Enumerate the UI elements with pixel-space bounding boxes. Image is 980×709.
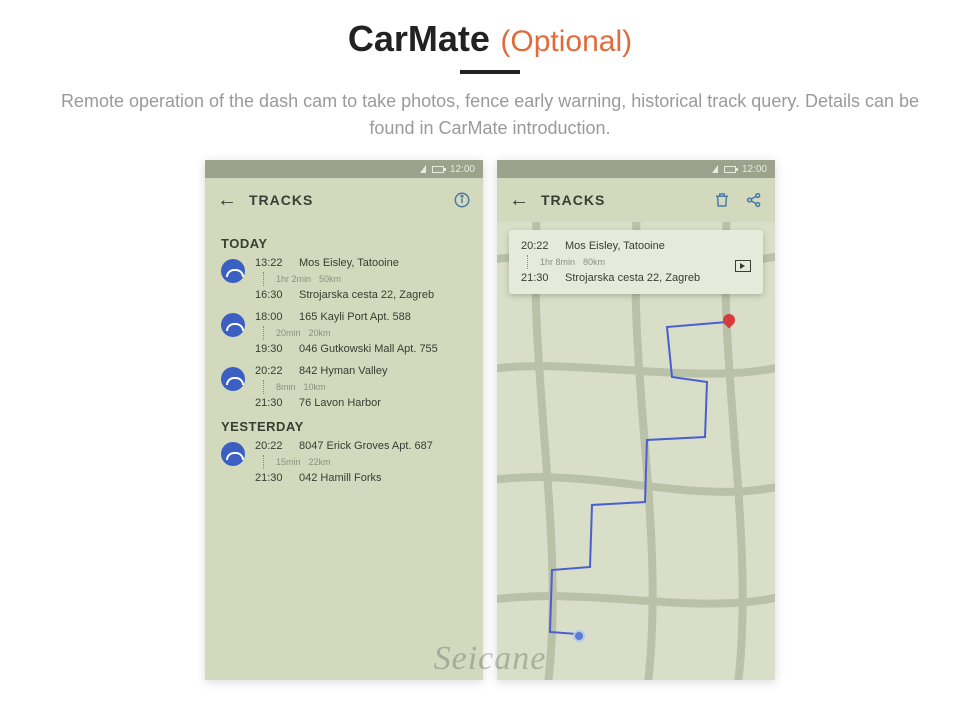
start-time: 18:00 xyxy=(255,311,291,323)
distance: 10km xyxy=(304,382,326,392)
end-time: 21:30 xyxy=(521,272,557,284)
back-icon[interactable]: ← xyxy=(509,189,529,212)
title-suffix: (Optional) xyxy=(500,25,632,58)
end-time: 16:30 xyxy=(255,289,291,301)
track-item[interactable]: 18:00 165 Kayli Port Apt. 588 20min 20km 19:… xyxy=(221,311,467,355)
battery-icon xyxy=(432,166,444,173)
end-time: 19:30 xyxy=(255,343,291,355)
signal-icon xyxy=(420,165,426,173)
end-location: 042 Hamill Forks xyxy=(299,472,467,484)
title-underline xyxy=(460,70,520,74)
page-header: CarMate (Optional) Remote operation of t… xyxy=(0,0,980,142)
app-bar: ← TRACKS xyxy=(497,178,775,222)
share-icon[interactable] xyxy=(745,191,763,209)
distance: 22km xyxy=(309,457,331,467)
status-bar: 12:00 xyxy=(205,160,483,178)
duration: 1hr 2min xyxy=(276,274,311,284)
track-item[interactable]: 20:22 842 Hyman Valley8min 10km 21:30 76 Lav… xyxy=(221,365,467,409)
start-location: Mos Eisley, Tatooine xyxy=(299,257,467,269)
battery-icon xyxy=(724,166,736,173)
map-pin-origin xyxy=(573,630,585,642)
signal-icon xyxy=(712,165,718,173)
start-location: 8047 Erick Groves Apt. 687 xyxy=(299,440,467,452)
distance: 80km xyxy=(583,257,605,267)
delete-icon[interactable] xyxy=(713,191,731,209)
title-main: CarMate xyxy=(348,18,490,59)
status-bar: 12:00 xyxy=(497,160,775,178)
info-icon[interactable] xyxy=(453,191,471,209)
route-icon xyxy=(221,313,245,337)
track-item[interactable]: 20:22 8047 Erick Groves Apt. 687 15min 22km… xyxy=(221,440,467,484)
start-time: 20:22 xyxy=(521,240,557,252)
route-icon xyxy=(221,259,245,283)
end-location: 76 Lavon Harbor xyxy=(299,397,467,409)
duration: 1hr 8min xyxy=(540,257,575,267)
duration: 20min xyxy=(276,328,301,338)
start-location: Mos Eisley, Tatooine xyxy=(565,240,751,252)
phone-tracks-map: 12:00 ← TRACKS 20:22 Mos Eisley, Tatooin… xyxy=(497,160,775,680)
section-label: YESTERDAY xyxy=(221,419,467,434)
end-time: 21:30 xyxy=(255,472,291,484)
start-location: 842 Hyman Valley xyxy=(299,365,467,377)
phone-tracks-list: 12:00 ← TRACKS TODAY 13:22 Mos Eisley, Tat… xyxy=(205,160,483,680)
route-icon xyxy=(221,442,245,466)
start-location: 165 Kayli Port Apt. 588 xyxy=(299,311,467,323)
appbar-title: TRACKS xyxy=(249,192,441,208)
app-bar: ← TRACKS xyxy=(205,178,483,222)
start-time: 13:22 xyxy=(255,257,291,269)
status-time: 12:00 xyxy=(742,164,767,175)
page-title: CarMate (Optional) xyxy=(348,18,632,60)
duration: 8min xyxy=(276,382,296,392)
end-location: 046 Gutkowski Mall Apt. 755 xyxy=(299,343,467,355)
tracks-list-body: TODAY 13:22 Mos Eisley, Tatooine 1hr 2min 50… xyxy=(205,222,483,484)
appbar-title: TRACKS xyxy=(541,192,701,208)
map-area[interactable]: 20:22 Mos Eisley, Tatooine 1hr 8min 80km… xyxy=(497,222,775,680)
end-location: Strojarska cesta 22, Zagreb xyxy=(565,272,751,284)
route-icon xyxy=(221,367,245,391)
duration: 15min xyxy=(276,457,301,467)
track-detail-card[interactable]: 20:22 Mos Eisley, Tatooine 1hr 8min 80km… xyxy=(509,230,763,294)
start-time: 20:22 xyxy=(255,440,291,452)
status-time: 12:00 xyxy=(450,164,475,175)
track-item[interactable]: 13:22 Mos Eisley, Tatooine 1hr 2min 50km 16:… xyxy=(221,257,467,301)
section-label: TODAY xyxy=(221,236,467,251)
distance: 20km xyxy=(309,328,331,338)
end-time: 21:30 xyxy=(255,397,291,409)
back-icon[interactable]: ← xyxy=(217,189,237,212)
start-time: 20:22 xyxy=(255,365,291,377)
phone-screenshots: 12:00 ← TRACKS TODAY 13:22 Mos Eisley, Tat… xyxy=(0,160,980,680)
page-subtitle: Remote operation of the dash cam to take… xyxy=(55,88,925,142)
video-icon[interactable] xyxy=(735,260,751,272)
distance: 50km xyxy=(319,274,341,284)
end-location: Strojarska cesta 22, Zagreb xyxy=(299,289,467,301)
